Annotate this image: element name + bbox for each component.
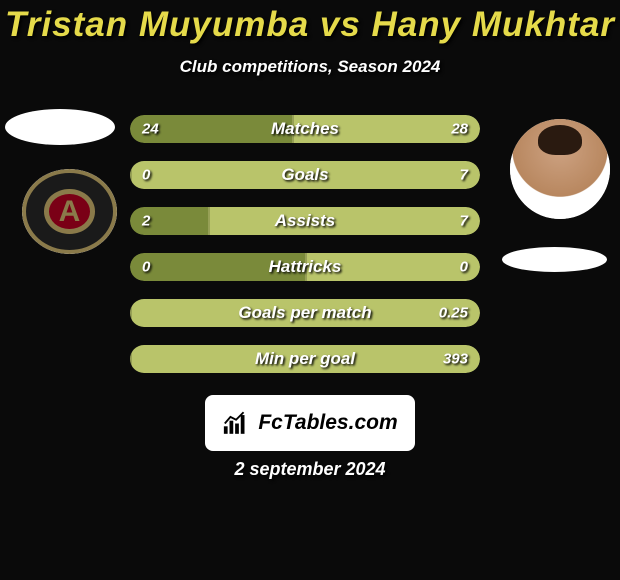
page-title: Tristan Muyumba vs Hany Mukhtar — [0, 5, 620, 45]
stat-value-left: 0 — [142, 259, 150, 276]
stat-value-left: 2 — [142, 213, 150, 230]
player-face-icon — [510, 119, 610, 219]
stat-bars: Matches2428Goals07Assists27Hattricks00Go… — [130, 115, 480, 391]
stat-row: Matches 24 28 — [130, 115, 480, 143]
stat-label: Goals — [281, 165, 328, 185]
stat-label: Matches — [271, 119, 339, 139]
stat-value-right: 0.25 — [439, 305, 468, 322]
stat-value-right: 28 — [451, 121, 468, 138]
stat-bar-divider — [130, 299, 132, 327]
stat-bar-divider — [130, 161, 132, 189]
stat-value-left: 0 — [142, 167, 150, 184]
player-left-photo-placeholder — [5, 109, 115, 145]
stat-label: Min per goal — [255, 349, 355, 369]
chart-icon — [222, 411, 252, 436]
stat-value-left: 24 — [142, 121, 159, 138]
stat-row: Goals 0 7 — [130, 161, 480, 189]
stat-row: Goals per match 0.25 — [130, 299, 480, 327]
stat-row: Assists 2 7 — [130, 207, 480, 235]
stat-value-right: 7 — [460, 213, 468, 230]
stat-value-right: 7 — [460, 167, 468, 184]
subtitle: Club competitions, Season 2024 — [0, 57, 620, 77]
stat-label: Assists — [275, 211, 335, 231]
club-badge-letter: A — [44, 189, 94, 234]
date-text: 2 september 2024 — [234, 459, 385, 480]
stat-bar-divider — [130, 345, 132, 373]
stat-bar-divider — [208, 207, 210, 235]
stat-row: Min per goal 393 — [130, 345, 480, 373]
stat-row: Hattricks 0 0 — [130, 253, 480, 281]
player-comparison-card: Tristan Muyumba vs Hany Mukhtar Club com… — [0, 0, 620, 580]
branding-text: FcTables.com — [258, 411, 397, 435]
stat-label: Hattricks — [269, 257, 342, 277]
player-left-club-badge: A — [22, 169, 117, 254]
stat-value-right: 0 — [460, 259, 468, 276]
branding-box[interactable]: FcTables.com — [205, 395, 415, 451]
stat-bar-right — [208, 207, 480, 235]
player-right-club-placeholder — [502, 247, 607, 272]
stat-label: Goals per match — [238, 303, 371, 323]
stat-value-right: 393 — [443, 351, 468, 368]
atlanta-united-badge: A — [22, 169, 117, 254]
player-right-photo — [510, 119, 610, 219]
